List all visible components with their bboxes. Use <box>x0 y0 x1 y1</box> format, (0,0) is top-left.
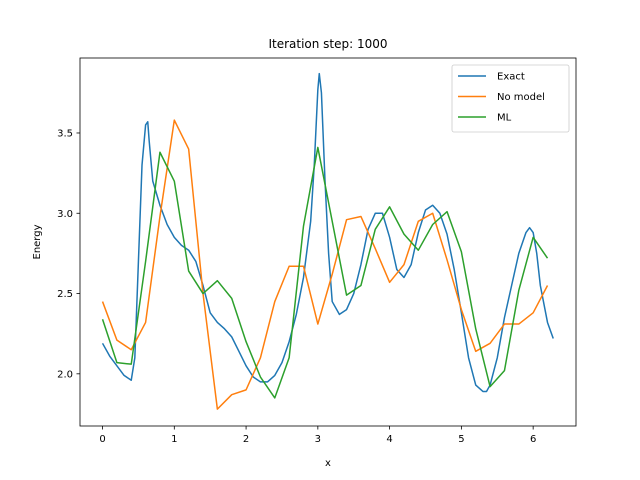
axes-frame <box>79 57 577 427</box>
x-axis: 0 1 2 3 4 5 6 <box>99 426 536 445</box>
chart-title: Iteration step: 1000 <box>268 37 387 51</box>
y-tick-label: 2.5 <box>57 289 73 300</box>
series-line-no-model <box>101 119 549 410</box>
series-line-ml <box>101 146 549 399</box>
x-tick-label: 5 <box>458 434 464 445</box>
x-tick-label: 0 <box>99 434 105 445</box>
y-axis-label: Energy <box>32 224 43 259</box>
x-tick-label: 2 <box>243 434 249 445</box>
y-tick-label: 3.5 <box>57 128 73 139</box>
legend-box <box>451 64 570 133</box>
x-tick-label: 1 <box>171 434 177 445</box>
x-tick-label: 6 <box>530 434 536 445</box>
y-tick-label: 3.0 <box>57 209 73 220</box>
legend-label-no-model: No model <box>497 92 545 103</box>
series-layer <box>101 72 554 410</box>
plot-area <box>79 57 577 427</box>
legend-label-ml: ML <box>497 113 512 124</box>
x-tick-label: 3 <box>315 434 321 445</box>
legend-label-exact: Exact <box>497 72 525 83</box>
y-axis: 2.0 2.5 3.0 3.5 <box>57 128 80 380</box>
y-tick-label: 2.0 <box>57 369 73 380</box>
x-axis-label: x <box>325 458 331 469</box>
legend: Exact No model ML <box>451 64 570 133</box>
series-line-exact <box>101 72 554 393</box>
x-tick-label: 4 <box>386 434 392 445</box>
